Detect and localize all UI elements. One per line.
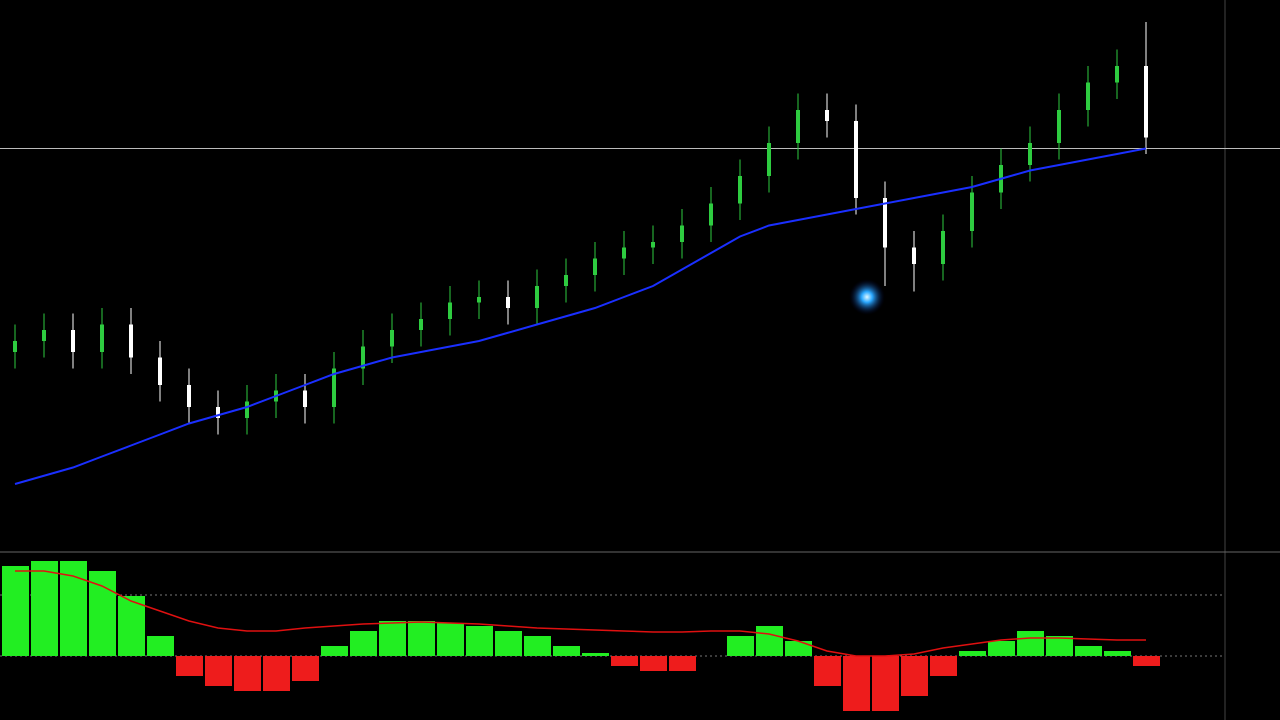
histogram-bar xyxy=(930,656,957,676)
histogram-bar xyxy=(31,561,58,656)
candle-body xyxy=(1086,82,1090,110)
histogram-bar xyxy=(437,623,464,656)
histogram-bar xyxy=(582,653,609,656)
candle-body xyxy=(738,176,742,204)
histogram-bar xyxy=(901,656,928,696)
candle-body xyxy=(448,302,452,319)
histogram-bar xyxy=(321,646,348,656)
candle-body xyxy=(796,110,800,143)
candle-body xyxy=(303,390,307,407)
histogram-bar xyxy=(408,621,435,656)
candle-body xyxy=(1115,66,1119,83)
histogram-bar xyxy=(1133,656,1160,666)
candle-body xyxy=(767,143,771,176)
histogram-bar xyxy=(147,636,174,656)
highlight-glow xyxy=(849,279,885,315)
histogram-bar xyxy=(60,561,87,656)
histogram-bar xyxy=(669,656,696,671)
histogram-bar xyxy=(89,571,116,656)
candle-body xyxy=(883,198,887,248)
histogram-bar xyxy=(176,656,203,676)
candle-body xyxy=(506,297,510,308)
histogram-bar xyxy=(727,636,754,656)
histogram-bar xyxy=(1104,651,1131,656)
histogram-bar xyxy=(2,566,29,656)
candle-body xyxy=(564,275,568,286)
candle-body xyxy=(332,368,336,407)
candle-body xyxy=(912,247,916,264)
candle-body xyxy=(941,231,945,264)
candle-body xyxy=(187,385,191,407)
candle-body xyxy=(651,242,655,248)
candle-body xyxy=(1144,66,1148,138)
histogram-bar xyxy=(611,656,638,666)
moving-average xyxy=(14,147,1147,485)
candle-body xyxy=(245,401,249,418)
candle-body xyxy=(71,330,75,352)
signal-line xyxy=(15,570,1146,657)
histogram-bar xyxy=(959,651,986,656)
candle-body xyxy=(622,247,626,259)
candle-body xyxy=(970,192,974,231)
candle-body xyxy=(13,341,17,352)
histogram-bar xyxy=(205,656,232,686)
candle-body xyxy=(129,324,133,358)
histogram-bar xyxy=(785,641,812,656)
histogram-bar xyxy=(872,656,899,711)
histogram-bar xyxy=(988,641,1015,656)
candle-body xyxy=(361,346,365,369)
candle-body xyxy=(680,225,684,242)
histogram-bar xyxy=(553,646,580,656)
histogram-bar xyxy=(350,631,377,656)
candle-body xyxy=(390,330,394,347)
candle-body xyxy=(709,203,713,226)
candle-body xyxy=(825,110,829,121)
candle-body xyxy=(216,407,220,418)
histogram-bar xyxy=(495,631,522,656)
histogram-bar xyxy=(292,656,319,681)
histogram-bar xyxy=(1017,631,1044,656)
histogram-bar xyxy=(843,656,870,711)
candle-body xyxy=(477,297,481,303)
histogram-bar xyxy=(1046,636,1073,656)
candle-body xyxy=(854,121,858,198)
histogram-bar xyxy=(814,656,841,686)
candle-body xyxy=(100,324,104,352)
histogram-bar xyxy=(640,656,667,671)
candle-body xyxy=(42,330,46,341)
histogram-bar xyxy=(1075,646,1102,656)
candle-body xyxy=(419,319,423,330)
histogram-bar xyxy=(234,656,261,691)
candle-body xyxy=(535,286,539,308)
candle-body xyxy=(1057,110,1061,143)
candle-body xyxy=(593,258,597,275)
histogram-bar xyxy=(118,596,145,656)
histogram-bar xyxy=(466,626,493,656)
candle-body xyxy=(158,357,162,385)
histogram-bar xyxy=(756,626,783,656)
histogram-bar xyxy=(524,636,551,656)
candle-body xyxy=(1028,143,1032,165)
histogram-bar xyxy=(263,656,290,691)
histogram-bar xyxy=(379,621,406,656)
